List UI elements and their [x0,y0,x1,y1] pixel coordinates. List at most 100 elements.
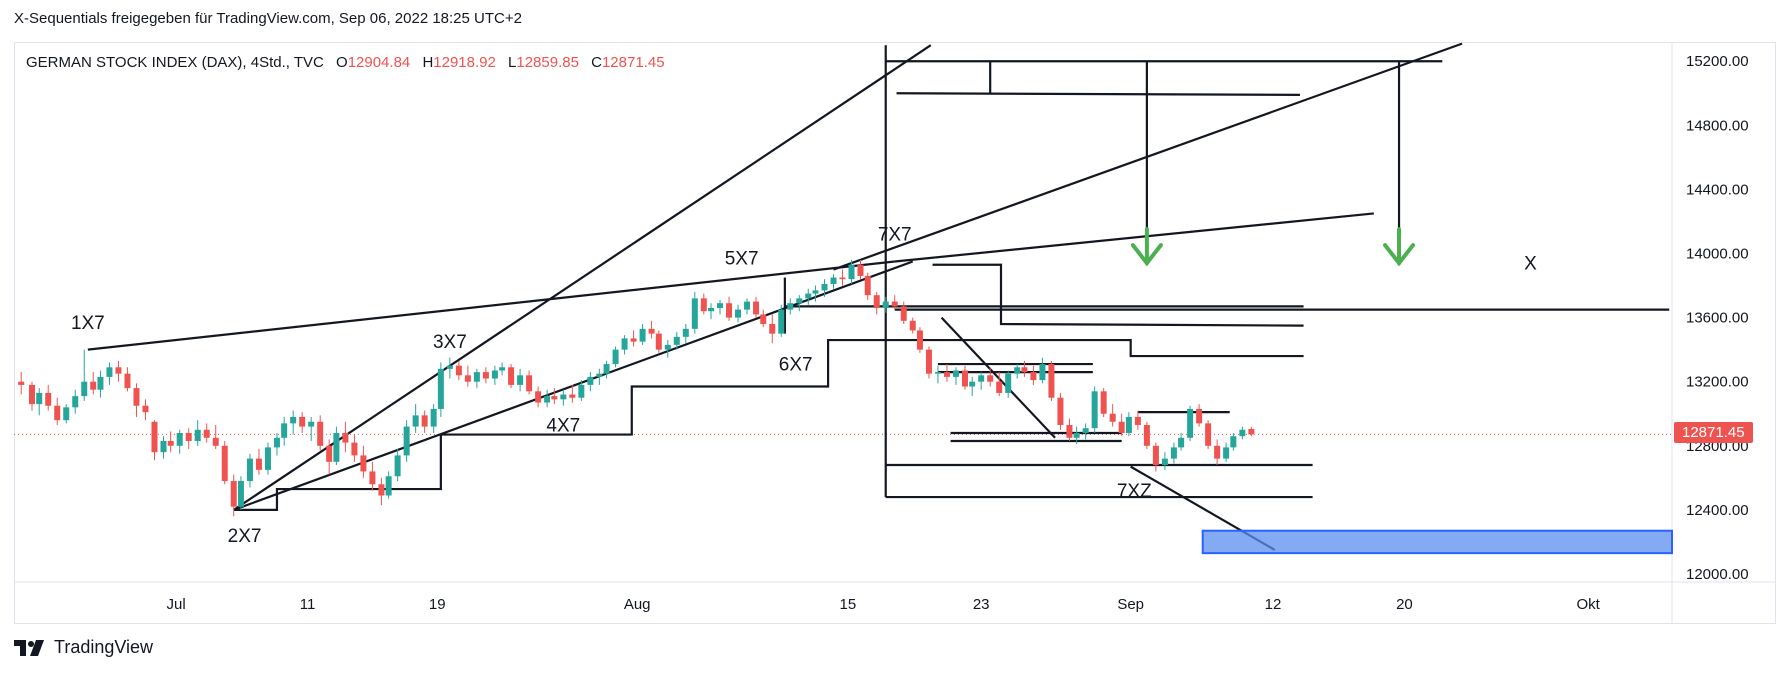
candle-body[interactable] [1118,421,1125,433]
tradingview-brand[interactable]: TradingView [14,637,153,658]
candle-body[interactable] [482,372,489,379]
candle-body[interactable] [1187,408,1194,438]
candle-body[interactable] [655,333,662,350]
candle-body[interactable] [351,442,358,456]
candle-body[interactable] [18,381,25,385]
candle-body[interactable] [97,376,104,390]
candle-body[interactable] [787,303,794,310]
candle-body[interactable] [1205,423,1212,446]
candle-body[interactable] [821,283,828,291]
candle-body[interactable] [237,481,244,507]
candle-body[interactable] [176,432,183,446]
candle-body[interactable] [1109,413,1116,422]
candle-body[interactable] [1230,436,1237,448]
candle-body[interactable] [133,388,140,406]
candle-body[interactable] [569,394,576,398]
candle-body[interactable] [700,298,707,312]
candle-body[interactable] [1170,447,1177,459]
candle-body[interactable] [369,471,376,485]
candle-body[interactable] [255,458,262,470]
candle-body[interactable] [848,264,855,280]
candle-body[interactable] [691,298,698,329]
candle-body[interactable] [115,367,122,374]
candle-body[interactable] [246,458,253,482]
candle-body[interactable] [1005,373,1012,393]
candle-body[interactable] [578,384,585,398]
candle-body[interactable] [1178,437,1185,448]
candle-body[interactable] [1030,372,1037,381]
candle-body[interactable] [673,336,680,345]
candle-body[interactable] [299,416,306,427]
candle-body[interactable] [1014,367,1021,374]
candle-body[interactable] [900,306,907,321]
candle-body[interactable] [473,372,480,382]
candle-body[interactable] [535,391,542,403]
candle-body[interactable] [290,416,297,424]
candle-body[interactable] [1073,432,1080,438]
candle-body[interactable] [273,437,280,448]
candle-body[interactable] [517,375,524,385]
candle-body[interactable] [403,426,410,456]
candle-body[interactable] [1161,458,1168,466]
candle-body[interactable] [639,328,646,342]
candle-body[interactable] [106,367,113,377]
candle-body[interactable] [744,301,751,310]
candle-body[interactable] [63,407,70,421]
candle-body[interactable] [873,295,880,308]
candle-body[interactable] [72,396,79,408]
candle-body[interactable] [1152,445,1159,466]
candle-body[interactable] [464,375,471,382]
candle-body[interactable] [430,408,437,427]
candle-body[interactable] [1048,364,1055,398]
candle-body[interactable] [326,445,333,462]
candle-body[interactable] [603,364,610,374]
candle-body[interactable] [864,275,871,296]
candle-body[interactable] [342,432,349,443]
candle-body[interactable] [830,277,837,284]
candle-body[interactable] [760,314,767,325]
candle-body[interactable] [996,381,1003,393]
candle-body[interactable] [1039,364,1046,381]
candle-body[interactable] [909,320,916,331]
candle-body[interactable] [455,365,462,376]
candle-body[interactable] [1100,391,1107,414]
candle-body[interactable] [421,415,428,427]
candle-body[interactable] [753,301,760,315]
candle-body[interactable] [412,415,419,427]
candle-body[interactable] [934,372,941,374]
candle-body[interactable] [805,293,812,299]
candle-body[interactable] [29,384,36,405]
candle-body[interactable] [708,307,715,312]
candle-body[interactable] [1248,428,1255,435]
candle-body[interactable] [1223,447,1230,459]
candle-body[interactable] [230,481,237,507]
candle-body[interactable] [621,338,628,350]
candle-body[interactable] [961,370,968,387]
candle-body[interactable] [1143,424,1150,446]
candle-body[interactable] [54,405,61,421]
candle-body[interactable] [969,381,976,387]
candle-body[interactable] [360,455,367,472]
candle-body[interactable] [978,375,985,382]
candle-body[interactable] [769,324,776,334]
candle-body[interactable] [1239,429,1246,437]
candle-body[interactable] [212,437,219,446]
candle-body[interactable] [717,303,724,308]
candle-body[interactable] [124,373,131,389]
candle-body[interactable] [437,368,444,409]
candle-body[interactable] [952,370,959,377]
candle-body[interactable] [378,484,385,496]
candle-body[interactable] [36,392,43,405]
candle-body[interactable] [778,309,785,334]
candle-body[interactable] [90,381,97,390]
candle-body[interactable] [45,392,52,406]
candle-body[interactable] [812,290,819,294]
candle-body[interactable] [1082,428,1089,433]
candle-body[interactable] [1134,416,1141,425]
candle-body[interactable] [1196,408,1203,424]
candle-body[interactable] [194,429,201,441]
candle-body[interactable] [167,440,174,446]
candle-body[interactable] [943,372,950,377]
candle-body[interactable] [796,298,803,304]
